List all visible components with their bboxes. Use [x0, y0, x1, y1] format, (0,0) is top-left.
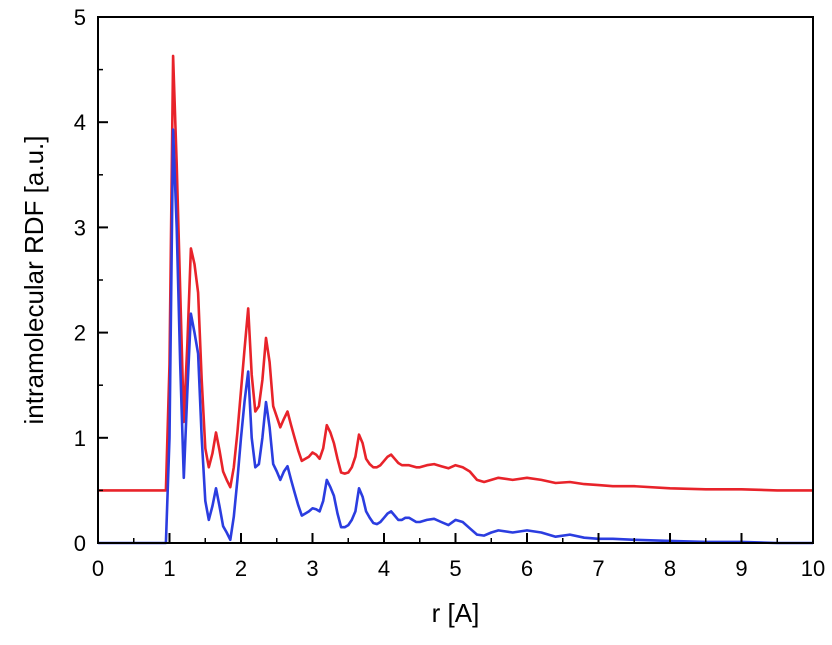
x-tick-label: 1	[163, 556, 175, 581]
y-tick-label: 1	[74, 426, 86, 451]
y-tick-label: 0	[74, 531, 86, 556]
series-line-2	[98, 128, 813, 545]
x-axis-ticks: 0 1 2 3 4 5 6 7 8 9 10	[92, 533, 825, 581]
x-tick-label: 5	[449, 556, 461, 581]
x-tick-label: 4	[378, 556, 390, 581]
y-tick-label: 4	[74, 110, 86, 135]
series-line-1	[98, 54, 813, 492]
x-tick-label: 6	[521, 556, 533, 581]
x-tick-label: 9	[735, 556, 747, 581]
x-axis-label: r [A]	[432, 598, 480, 628]
x-tick-label: 7	[592, 556, 604, 581]
x-tick-label: 8	[664, 556, 676, 581]
x-tick-label: 10	[801, 556, 825, 581]
y-tick-label: 3	[74, 215, 86, 240]
x-tick-label: 2	[235, 556, 247, 581]
plot-lines	[98, 54, 813, 545]
y-tick-label: 5	[74, 5, 86, 30]
x-tick-label: 0	[92, 556, 104, 581]
y-tick-label: 2	[74, 321, 86, 346]
x-tick-label: 3	[306, 556, 318, 581]
y-axis-ticks: 0 1 2 3 4 5	[74, 5, 108, 556]
y-axis-label: intramolecular RDF [a.u.]	[19, 136, 49, 425]
